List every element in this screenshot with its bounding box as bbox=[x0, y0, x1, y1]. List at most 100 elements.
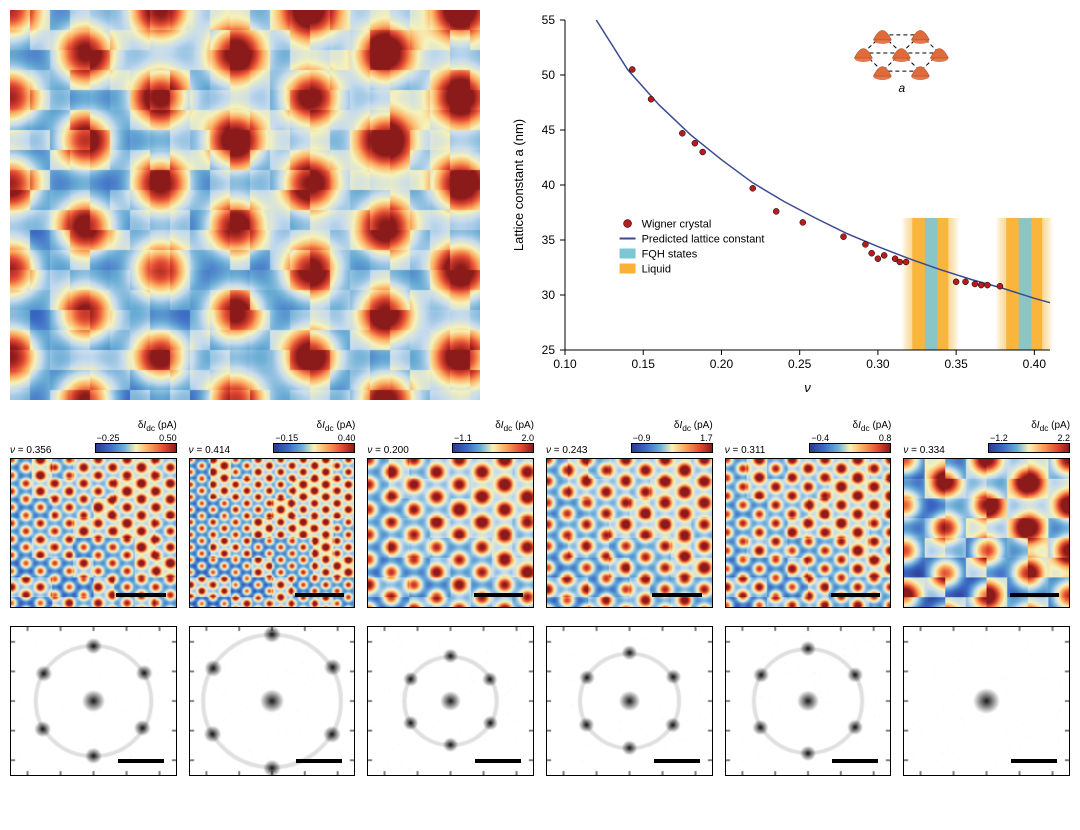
colorbar bbox=[452, 443, 534, 453]
stm-canvas bbox=[547, 459, 712, 607]
panel-2: ν = 0.200 δIdc (pA) −1.1 2.0 bbox=[367, 420, 534, 776]
stm-scalebar bbox=[1010, 593, 1059, 597]
svg-text:30: 30 bbox=[542, 288, 556, 302]
svg-text:0.10: 0.10 bbox=[553, 357, 577, 371]
panel-4: ν = 0.311 δIdc (pA) −0.40.8 bbox=[725, 420, 892, 776]
fft-image bbox=[189, 626, 356, 776]
main-heatmap-canvas bbox=[10, 10, 480, 400]
fft-scalebar bbox=[1011, 759, 1057, 763]
panel-header: ν = 0.311 δIdc (pA) −0.40.8 bbox=[725, 420, 892, 456]
colorbar bbox=[95, 443, 177, 453]
colorbar bbox=[809, 443, 891, 453]
svg-text:0.40: 0.40 bbox=[1023, 357, 1047, 371]
panel-header: ν = 0.200 δIdc (pA) −1.1 2.0 bbox=[367, 420, 534, 456]
colorbar-block: δIdc (pA) −0.9 1.7 bbox=[631, 420, 713, 456]
svg-text:Liquid: Liquid bbox=[642, 264, 671, 276]
dI-label: δIdc (pA) bbox=[273, 420, 355, 433]
stm-canvas bbox=[11, 459, 176, 607]
cmin: −1.1 bbox=[454, 433, 472, 443]
svg-text:45: 45 bbox=[542, 123, 556, 137]
cmax: 1.7 bbox=[700, 433, 713, 443]
panel-3: ν = 0.243 δIdc (pA) −0.9 1.7 bbox=[546, 420, 713, 776]
nu-label: ν = 0.311 bbox=[725, 445, 766, 456]
svg-text:55: 55 bbox=[542, 13, 556, 27]
dI-label: δIdc (pA) bbox=[988, 420, 1070, 433]
stm-image bbox=[10, 458, 177, 608]
cmin: −1.2 bbox=[990, 433, 1008, 443]
svg-text:0.35: 0.35 bbox=[944, 357, 968, 371]
stm-scalebar bbox=[831, 593, 880, 597]
panel-header: ν = 0.414 δIdc (pA) −0.15 0.40 bbox=[189, 420, 356, 456]
stm-image bbox=[725, 458, 892, 608]
svg-text:FQH states: FQH states bbox=[642, 249, 698, 261]
fft-canvas bbox=[11, 627, 176, 775]
lattice-chart-svg: 0.100.150.200.250.300.350.40253035404550… bbox=[500, 10, 1070, 400]
svg-text:0.20: 0.20 bbox=[710, 357, 734, 371]
nu-label: ν = 0.200 bbox=[367, 445, 408, 456]
cmin: −0.25 bbox=[97, 433, 120, 443]
stm-image bbox=[189, 458, 356, 608]
cmax: 2.0 bbox=[522, 433, 535, 443]
fft-image bbox=[367, 626, 534, 776]
stm-canvas bbox=[368, 459, 533, 607]
colorbar bbox=[631, 443, 713, 453]
panel-0: ν = 0.356 δIdc (pA) −0.250.50 bbox=[10, 420, 177, 776]
fft-canvas bbox=[190, 627, 355, 775]
stm-canvas bbox=[726, 459, 891, 607]
stm-scalebar bbox=[116, 593, 165, 597]
colorbar bbox=[273, 443, 355, 453]
stm-image bbox=[367, 458, 534, 608]
colorbar-block: δIdc (pA) −0.40.8 bbox=[809, 420, 891, 456]
stm-scalebar bbox=[474, 593, 523, 597]
stm-canvas bbox=[904, 459, 1069, 607]
svg-text:ν: ν bbox=[804, 380, 811, 395]
colorbar-block: δIdc (pA) −0.250.50 bbox=[95, 420, 177, 456]
svg-text:50: 50 bbox=[542, 68, 556, 82]
svg-text:35: 35 bbox=[542, 233, 556, 247]
fft-scalebar bbox=[654, 759, 700, 763]
colorbar-block: δIdc (pA) −1.1 2.0 bbox=[452, 420, 534, 456]
svg-text:a: a bbox=[899, 81, 906, 95]
svg-text:0.15: 0.15 bbox=[632, 357, 656, 371]
dI-label: δIdc (pA) bbox=[809, 420, 891, 433]
cmax: 2.2 bbox=[1058, 433, 1071, 443]
panel-1: ν = 0.414 δIdc (pA) −0.15 0.40 bbox=[189, 420, 356, 776]
cmin: −0.9 bbox=[633, 433, 651, 443]
colorbar-block: δIdc (pA) −0.15 0.40 bbox=[273, 420, 355, 456]
cmin: −0.4 bbox=[811, 433, 829, 443]
stm-image bbox=[546, 458, 713, 608]
fft-scalebar bbox=[296, 759, 342, 763]
panel-header: ν = 0.334 δIdc (pA) −1.22.2 bbox=[903, 420, 1070, 456]
nu-label: ν = 0.414 bbox=[189, 445, 230, 456]
panel-header: ν = 0.243 δIdc (pA) −0.9 1.7 bbox=[546, 420, 713, 456]
stm-scalebar bbox=[652, 593, 701, 597]
svg-text:40: 40 bbox=[542, 178, 556, 192]
panel-header: ν = 0.356 δIdc (pA) −0.250.50 bbox=[10, 420, 177, 456]
svg-text:Wigner crystal: Wigner crystal bbox=[642, 219, 712, 231]
nu-label: ν = 0.356 bbox=[10, 445, 51, 456]
fft-canvas bbox=[726, 627, 891, 775]
svg-text:25: 25 bbox=[542, 343, 556, 357]
svg-text:Lattice constant a (nm): Lattice constant a (nm) bbox=[511, 119, 526, 251]
fft-image bbox=[903, 626, 1070, 776]
svg-text:0.25: 0.25 bbox=[788, 357, 812, 371]
fft-image bbox=[546, 626, 713, 776]
nu-label: ν = 0.243 bbox=[546, 445, 587, 456]
lattice-chart: 0.100.150.200.250.300.350.40253035404550… bbox=[500, 10, 1070, 400]
dI-label: δIdc (pA) bbox=[95, 420, 177, 433]
dI-label: δIdc (pA) bbox=[631, 420, 713, 433]
stm-scalebar bbox=[295, 593, 344, 597]
colorbar-block: δIdc (pA) −1.2 2.2 bbox=[988, 420, 1070, 456]
stm-canvas bbox=[190, 459, 355, 607]
svg-text:Predicted lattice constant: Predicted lattice constant bbox=[642, 234, 765, 246]
cmin: −0.15 bbox=[275, 433, 298, 443]
fft-canvas bbox=[368, 627, 533, 775]
fft-canvas bbox=[904, 627, 1069, 775]
panel-5: ν = 0.334 δIdc (pA) −1.22.2 bbox=[903, 420, 1070, 776]
cmax: 0.40 bbox=[338, 433, 356, 443]
fft-scalebar bbox=[832, 759, 878, 763]
dI-label: δIdc (pA) bbox=[452, 420, 534, 433]
colorbar bbox=[988, 443, 1070, 453]
fft-image bbox=[10, 626, 177, 776]
panels-row: ν = 0.356 δIdc (pA) −0.250.50 ν = 0.414 … bbox=[10, 420, 1070, 776]
